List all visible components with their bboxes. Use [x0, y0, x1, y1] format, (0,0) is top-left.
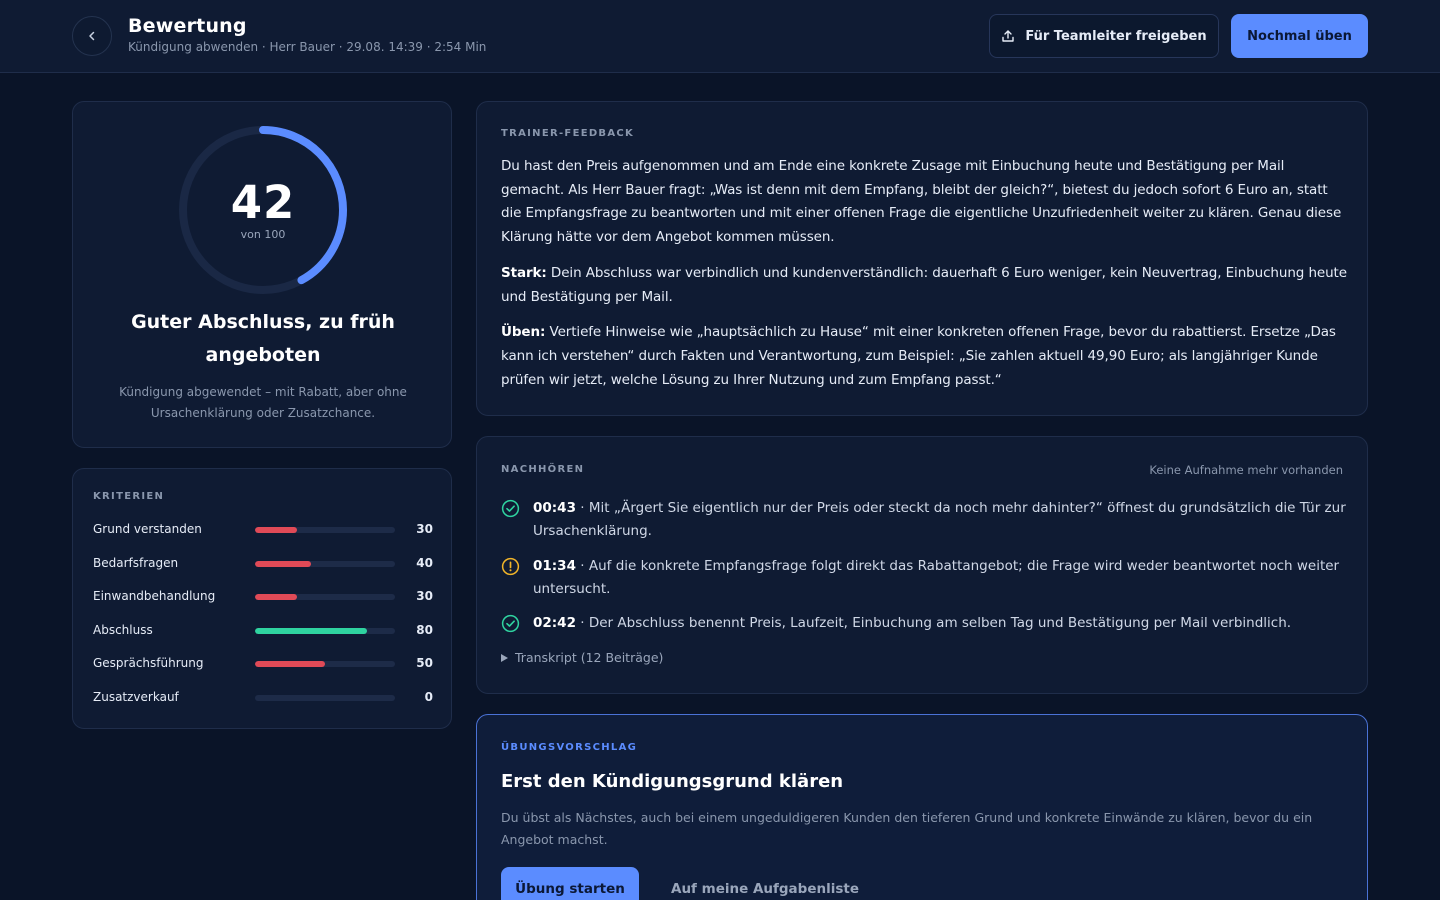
session-meta: Kündigung abwenden · Herr Bauer · 29.08.…: [128, 40, 487, 54]
moment-timestamp[interactable]: 00:43: [533, 500, 576, 516]
feedback-heading: TRAINER-FEEDBACK: [501, 128, 635, 139]
criterion-bar: [255, 561, 395, 567]
criterion-name: Abschluss: [93, 623, 153, 637]
replay-card: NACHHÖREN Keine Aufnahme mehr vorhanden …: [476, 436, 1368, 694]
exercise-description: Du übst als Nächstes, auch bei einem ung…: [501, 810, 1313, 847]
practice-again-button[interactable]: Nochmal üben: [1231, 14, 1368, 58]
moment-text: 02:42 · Der Abschluss benennt Preis, Lau…: [533, 612, 1347, 635]
score-verdict: Guter Abschluss, zu früh angeboten: [131, 311, 395, 366]
criterion-row: Einwandbehandlung 30: [93, 587, 433, 607]
criterion-score: 40: [416, 556, 433, 570]
criterion-score: 50: [416, 656, 433, 670]
criterion-score: 30: [416, 522, 433, 536]
check-circle-icon: [501, 614, 520, 633]
upload-icon: [1002, 30, 1015, 42]
criterion-bar-fill: [255, 628, 367, 634]
moment-item[interactable]: 01:34 · Auf die konkrete Empfangsfrage f…: [501, 555, 1347, 600]
strengths-text: Dein Abschluss war verbindlich und kunde…: [501, 264, 1347, 305]
criterion-bar-fill: [255, 594, 297, 600]
criterion-bar-fill: [255, 527, 297, 533]
criterion-bar: [255, 527, 395, 533]
caret-right-icon: [501, 653, 508, 662]
add-to-task-list-link[interactable]: Auf meine Aufgabenliste: [671, 881, 859, 897]
transcript-toggle-label: Transkript (12 Beiträge): [515, 650, 664, 665]
warning-circle-icon: [501, 557, 520, 576]
share-with-teamlead-button[interactable]: Für Teamleiter freigeben: [989, 14, 1219, 58]
moment-description: · Auf die konkrete Empfangsfrage folgt d…: [533, 558, 1340, 597]
strengths-label: Stark:: [501, 264, 547, 281]
criterion-row: Abschluss 80: [93, 621, 433, 641]
transcript-toggle[interactable]: Transkript (12 Beiträge): [501, 650, 663, 665]
recording-unavailable-note: Keine Aufnahme mehr vorhanden: [1149, 463, 1343, 477]
criterion-name: Einwandbehandlung: [93, 589, 216, 603]
criterion-name: Bedarfsfragen: [93, 556, 179, 570]
moment-timestamp[interactable]: 02:42: [533, 615, 576, 631]
criterion-name: Zusatzverkauf: [93, 690, 179, 704]
criterion-bar: [255, 628, 395, 634]
moment-item[interactable]: 02:42 · Der Abschluss benennt Preis, Lau…: [501, 612, 1347, 635]
moment-item[interactable]: 00:43 · Mit „Ärgert Sie eigentlich nur d…: [501, 497, 1347, 542]
trainer-feedback-card: TRAINER-FEEDBACK Du hast den Preis aufge…: [476, 101, 1368, 416]
practice-text: Vertiefe Hinweise wie „hauptsächlich zu …: [501, 324, 1336, 388]
check-circle-icon: [501, 499, 520, 518]
feedback-intro: Du hast den Preis aufgenommen und am End…: [501, 158, 1342, 246]
share-button-label: Für Teamleiter freigeben: [1025, 28, 1207, 44]
score-gauge-arc: [179, 126, 347, 294]
feedback-body: Du hast den Preis aufgenommen und am End…: [501, 155, 1347, 404]
page-title: Bewertung: [128, 15, 247, 37]
exercise-title: Erst den Kündigungsgrund klären: [501, 771, 844, 792]
score-description: Kündigung abgewendet – mit Rabatt, aber …: [119, 385, 407, 420]
moment-text: 00:43 · Mit „Ärgert Sie eigentlich nur d…: [533, 497, 1347, 542]
criterion-bar-fill: [255, 561, 311, 567]
criterion-bar: [255, 695, 395, 701]
moment-text: 01:34 · Auf die konkrete Empfangsfrage f…: [533, 555, 1347, 600]
criterion-score: 30: [416, 589, 433, 603]
moment-description: · Der Abschluss benennt Preis, Laufzeit,…: [575, 615, 1292, 631]
criterion-bar: [255, 594, 395, 600]
exercise-heading: ÜBUNGSVORSCHLAG: [501, 742, 638, 753]
start-exercise-button[interactable]: Übung starten: [501, 867, 639, 900]
top-bar: Bewertung Kündigung abwenden · Herr Baue…: [0, 0, 1440, 73]
score-gauge: [179, 126, 347, 294]
criterion-name: Grund verstanden: [93, 522, 202, 536]
criterion-row: Bedarfsfragen 40: [93, 554, 433, 574]
moment-description: · Mit „Ärgert Sie eigentlich nur der Pre…: [533, 500, 1346, 539]
criterion-row: Grund verstanden 30: [93, 520, 433, 540]
feedback-practice: Üben: Vertiefe Hinweise wie „hauptsächli…: [501, 321, 1347, 392]
replay-heading: NACHHÖREN: [501, 464, 585, 475]
back-button[interactable]: [72, 16, 112, 56]
criterion-score: 0: [424, 690, 433, 704]
criterion-name: Gesprächsführung: [93, 656, 204, 670]
score-card: 42 von 100 Guter Abschluss, zu früh ange…: [72, 101, 452, 448]
criteria-card: KRITERIEN Grund verstanden 30 Bedarfsfra…: [72, 468, 452, 729]
chevron-left-icon: [89, 31, 95, 41]
criterion-row: Gesprächsführung 50: [93, 654, 433, 674]
score-value: 42: [230, 176, 296, 229]
score-max-label: von 100: [240, 228, 286, 241]
practice-label: Üben:: [501, 324, 546, 341]
moment-timestamp[interactable]: 01:34: [533, 558, 576, 574]
criterion-bar-fill: [255, 661, 325, 667]
criterion-row: Zusatzverkauf 0: [93, 688, 433, 708]
feedback-strengths: Stark: Dein Abschluss war verbindlich un…: [501, 262, 1347, 309]
criterion-score: 80: [416, 623, 433, 637]
exercise-suggestion-card: ÜBUNGSVORSCHLAG Erst den Kündigungsgrund…: [476, 714, 1368, 900]
criteria-heading: KRITERIEN: [93, 491, 165, 502]
criterion-bar: [255, 661, 395, 667]
